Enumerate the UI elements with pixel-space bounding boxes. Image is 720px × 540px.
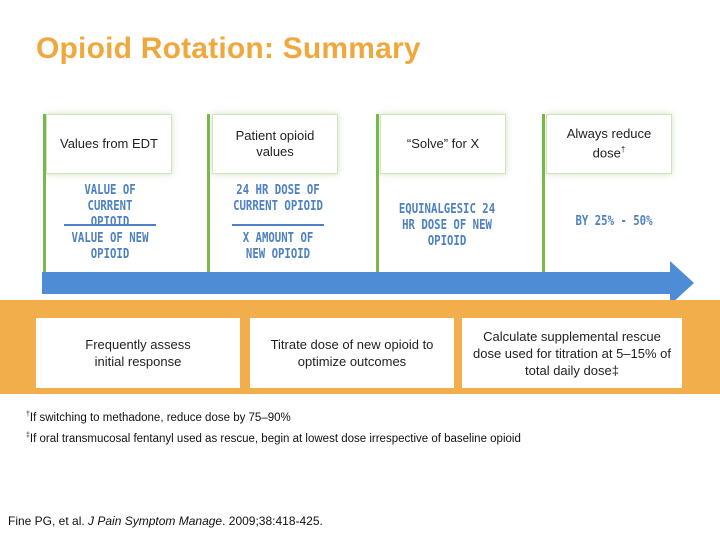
timeline-arrow-head [670,261,694,305]
citation-details: . 2009;38:418-425. [222,514,323,528]
fraction-2-bar [232,224,324,226]
dagger-mark: † [620,145,626,155]
citation-journal: J Pain Symptom Manage [88,514,223,528]
followup-text: Frequently assess initial response [85,337,191,369]
followup-box-1: Frequently assess initial response [36,318,240,388]
step-label: Values from EDT [59,136,158,151]
followup-text: Calculate supplemental rescue dose used … [472,328,671,378]
followup-box-3: Calculate supplemental rescue dose used … [462,318,682,388]
step-label: “Solve” for X [406,136,480,151]
step-stem-3 [376,114,379,276]
step-box-1: Values from EDT [46,114,172,174]
step-box-3: “Solve” for X [380,114,506,174]
dose-reduction-note: BY 25% - 50% [575,214,653,229]
citation: Fine PG, et al. J Pain Symptom Manage. 2… [8,514,323,528]
step-stem-1 [43,114,46,276]
footnote-1: †If switching to methadone, reduce dose … [26,411,291,424]
fraction-1-denominator: VALUE OF NEW OPIOID [71,231,149,262]
footnotes: †If switching to methadone, reduce dose … [26,406,521,448]
step-label: Always reduce dose [566,126,652,161]
step-stem-2 [207,114,210,276]
fraction-1-bar [64,224,156,226]
step-box-4: Always reduce dose† [546,114,672,174]
fraction-2-numerator: 24 HR DOSE OF CURRENT OPIOID [233,183,323,214]
fraction-2-denominator: X AMOUNT OF NEW OPIOID [242,231,314,262]
citation-authors: Fine PG, et al. [8,514,85,528]
step-stem-4 [542,114,545,276]
step-label: Patient opioid values [235,128,315,159]
equianalgesic-result: EQUINALGESIC 24 HR DOSE OF NEW OPIOID [398,202,496,249]
step-box-2: Patient opioid values [212,114,338,174]
fraction-1-numerator: VALUE OF CURRENT OPIOID [84,183,136,230]
slide-title: Opioid Rotation: Summary [36,32,421,65]
footnote-2: ‡If oral transmucosal fentanyl used as r… [26,431,521,445]
followup-text: Titrate dose of new opioid to optimize o… [270,337,434,369]
timeline-arrow [42,272,674,294]
followup-box-2: Titrate dose of new opioid to optimize o… [250,318,454,388]
